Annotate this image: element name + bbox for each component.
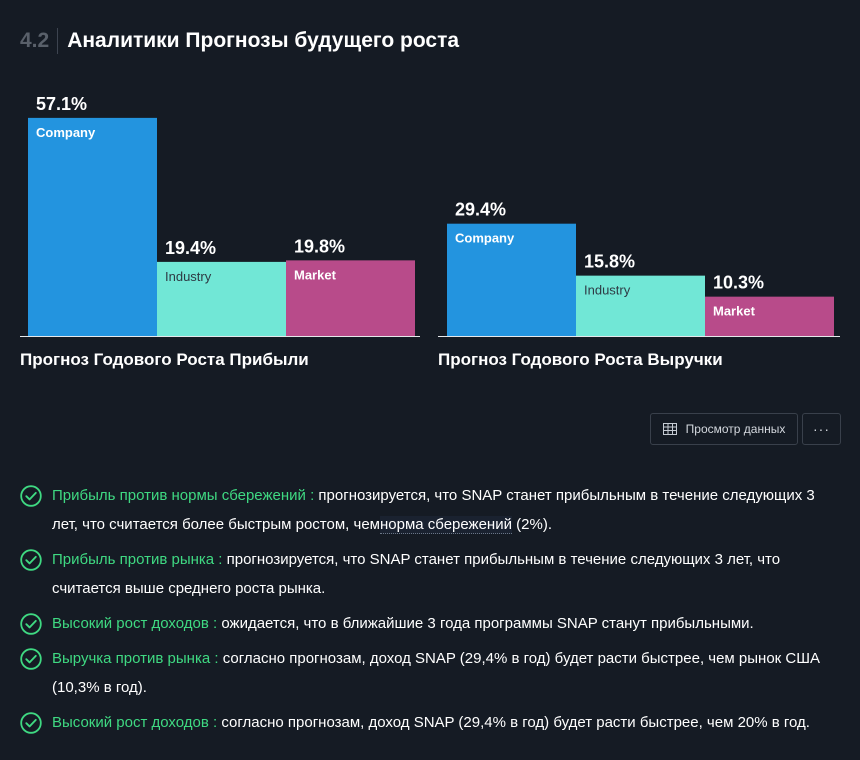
check-circle-icon	[20, 485, 42, 507]
check-text: Высокий рост доходов : согласно прогноза…	[52, 708, 842, 737]
more-options-button[interactable]: ···	[802, 413, 841, 445]
category-label-market: Market	[294, 267, 337, 282]
check-item: Высокий рост доходов : ожидается, что в …	[20, 612, 842, 638]
table-icon	[662, 423, 677, 435]
bar-industry	[576, 275, 705, 336]
check-description: прогнозируется, что SNAP станет прибыльн…	[52, 487, 815, 533]
check-text: Прибыль против рынка : прогнозируется, ч…	[52, 545, 842, 603]
more-icon: ···	[813, 421, 830, 437]
check-description: ожидается, что в ближайшие 3 года програ…	[217, 615, 754, 632]
section-number: 4.2	[20, 29, 50, 52]
revenue-growth-bars: 29.4% Company 15.8% Industry 10.3% Market	[438, 200, 840, 337]
data-label-market: 19.8%	[294, 236, 345, 256]
check-circle-icon	[20, 613, 42, 635]
bar-market	[705, 296, 834, 336]
check-label: Выручка против рынка :	[52, 650, 219, 667]
check-circle-icon	[20, 712, 42, 734]
check-item: Прибыль против нормы сбережений : прогно…	[20, 484, 842, 539]
category-label-industry: Industry	[165, 269, 212, 284]
data-label-company: 29.4%	[455, 200, 506, 220]
check-description: прогнозируется, что SNAP станет прибыльн…	[52, 551, 781, 597]
category-label-company: Company	[455, 231, 515, 246]
category-label-industry: Industry	[584, 283, 631, 298]
data-label-company: 57.1%	[36, 94, 87, 114]
section-divider	[57, 28, 59, 54]
check-label: Прибыль против рынка :	[52, 551, 223, 568]
check-label: Прибыль против нормы сбережений :	[52, 487, 315, 504]
check-label: Высокий рост доходов :	[52, 714, 218, 731]
chart-title-revenue: Прогноз Годового Роста Выручки	[438, 350, 723, 369]
check-label: Высокий рост доходов :	[52, 615, 218, 632]
check-circle-icon	[20, 549, 42, 571]
check-description-end: (2%).	[511, 516, 552, 533]
bar-company	[447, 223, 576, 336]
data-label-market: 10.3%	[713, 273, 764, 293]
view-data-button[interactable]: Просмотр данных	[650, 413, 798, 445]
check-item: Высокий рост доходов : согласно прогноза…	[20, 711, 842, 737]
data-label-industry: 15.8%	[584, 252, 635, 272]
bar-market	[286, 260, 415, 336]
check-text: Прибыль против нормы сбережений : прогно…	[52, 481, 842, 539]
earnings-growth-chart: 57.1% Company 19.4% Industry 19.8% Market Про…	[20, 80, 420, 370]
category-label-market: Market	[713, 304, 756, 319]
check-text: Выручка против рынка : согласно прогноза…	[52, 644, 842, 702]
bar-company	[28, 117, 157, 337]
section-title: Аналитики Прогнозы будущего роста	[67, 29, 460, 52]
section-header: 4.2 Аналитики Прогнозы будущего роста	[20, 28, 459, 54]
view-data-label: Просмотр данных	[685, 422, 786, 436]
revenue-growth-chart: 29.4% Company 15.8% Industry 10.3% Market Про…	[438, 80, 840, 370]
check-text: Высокий рост доходов : ожидается, что в …	[52, 609, 842, 638]
check-description: согласно прогнозам, доход SNAP (29,4% в …	[52, 650, 820, 696]
earnings-growth-bars: 57.1% Company 19.4% Industry 19.8% Market	[20, 94, 420, 337]
category-label-company: Company	[36, 125, 96, 140]
check-item: Прибыль против рынка : прогнозируется, ч…	[20, 548, 842, 603]
chart-title-earnings: Прогноз Годового Роста Прибыли	[20, 350, 309, 369]
bar-industry	[157, 261, 286, 336]
savings-rate-link[interactable]: норма сбережений	[379, 516, 512, 534]
check-description: согласно прогнозам, доход SNAP (29,4% в …	[217, 714, 810, 731]
check-item: Выручка против рынка : согласно прогноза…	[20, 647, 842, 702]
check-circle-icon	[20, 648, 42, 670]
data-label-industry: 19.4%	[165, 238, 216, 258]
